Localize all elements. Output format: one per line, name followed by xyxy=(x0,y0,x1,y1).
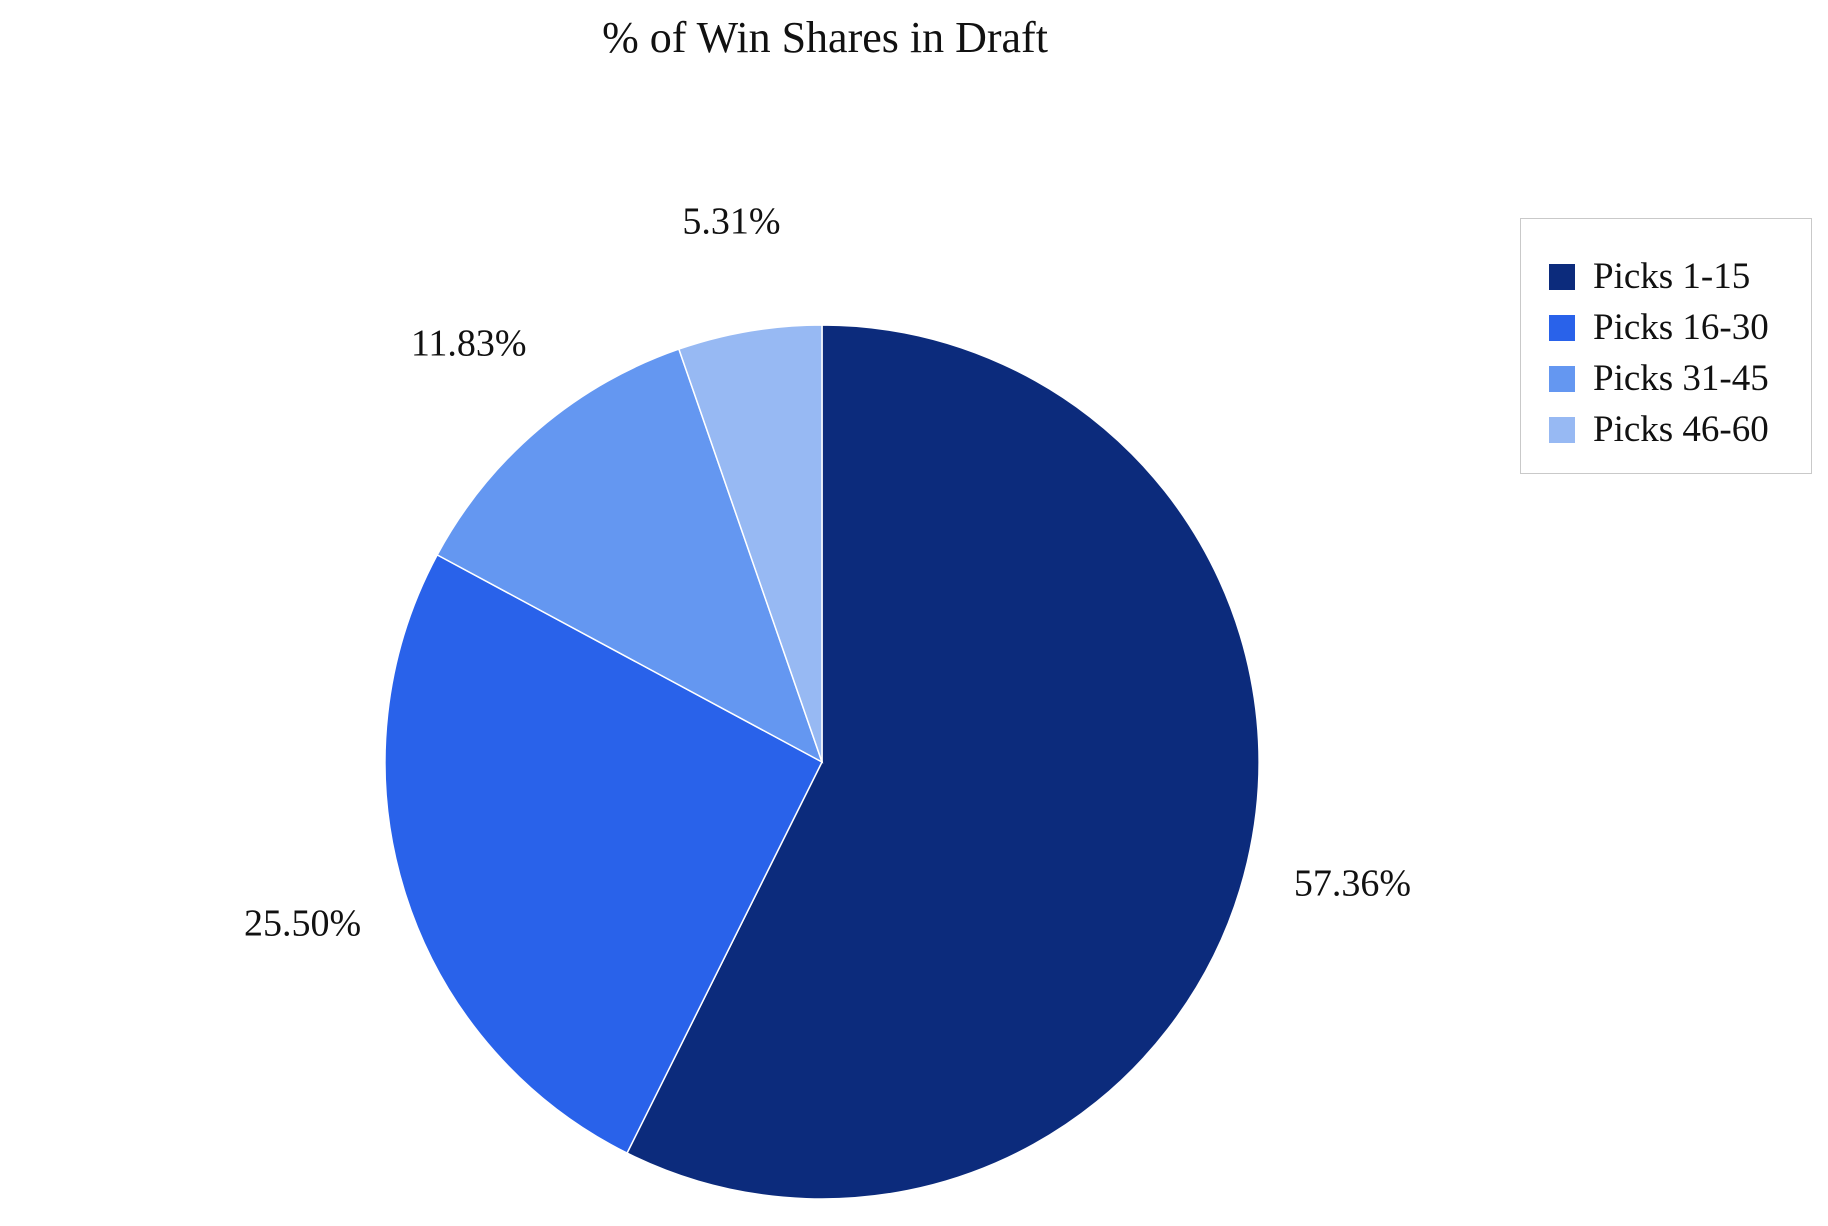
legend-item-1: Picks 1-15 xyxy=(1549,251,1811,302)
slice-value-label-3: 11.83% xyxy=(411,323,527,365)
pie-slice-2 xyxy=(384,553,823,1155)
pie-slice-3 xyxy=(436,348,824,764)
legend-label-1: Picks 1-15 xyxy=(1593,256,1751,297)
pie-value-labels: 57.36% 25.50% 11.83% 5.31% xyxy=(244,200,1411,944)
legend-item-4: Picks 46-60 xyxy=(1549,404,1811,455)
pie-slice-4 xyxy=(677,324,823,763)
legend-swatch-1 xyxy=(1549,263,1575,290)
legend-swatch-2 xyxy=(1549,314,1575,341)
pie-slices xyxy=(384,324,1260,1200)
chart-title: % of Win Shares in Draft xyxy=(602,13,1048,62)
pie-slice-1 xyxy=(626,324,1260,1200)
legend: Picks 1-15 Picks 16-30 Picks 31-45 Picks 46… xyxy=(1520,218,1812,474)
legend-label-3: Picks 31-45 xyxy=(1593,358,1769,399)
slice-value-label-2: 25.50% xyxy=(244,903,361,945)
legend-swatch-3 xyxy=(1549,365,1575,392)
legend-swatch-4 xyxy=(1549,416,1575,443)
legend-item-2: Picks 16-30 xyxy=(1549,302,1811,353)
legend-label-4: Picks 46-60 xyxy=(1593,409,1769,450)
legend-label-2: Picks 16-30 xyxy=(1593,307,1769,348)
legend-item-3: Picks 31-45 xyxy=(1549,353,1811,404)
slice-value-label-1: 57.36% xyxy=(1294,863,1411,905)
slice-value-label-4: 5.31% xyxy=(682,200,780,242)
